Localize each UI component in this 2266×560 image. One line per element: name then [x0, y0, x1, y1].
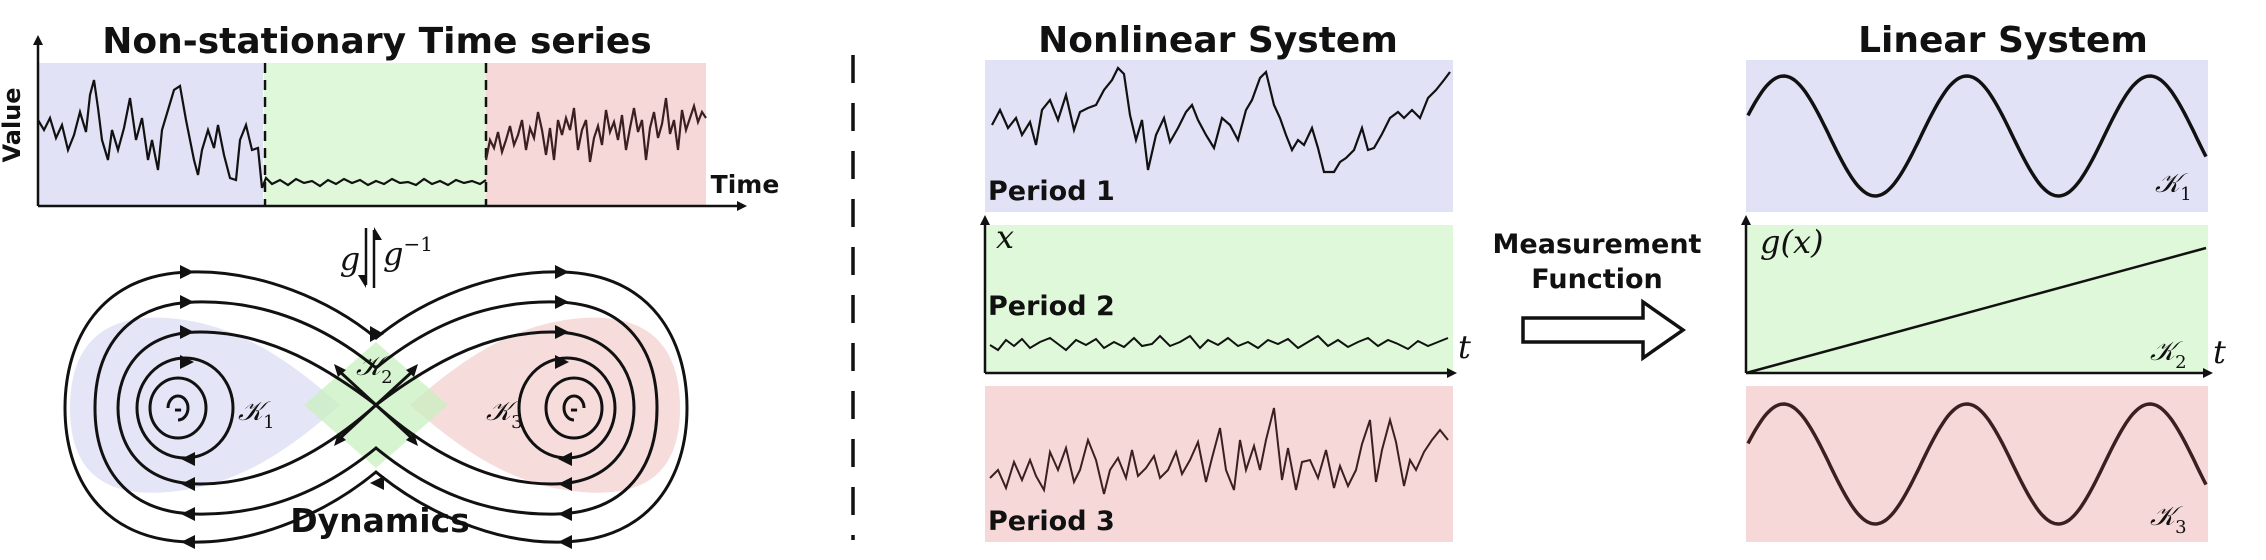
operator-1-panel — [1746, 60, 2208, 212]
x-axis-label-time: Time — [711, 170, 780, 199]
measurement-label-line1: Measurement — [1493, 229, 1702, 260]
time-series-line-period-1 — [37, 79, 264, 189]
orbit-direction-arrows — [180, 265, 572, 549]
measurement-label-line2: Function — [1531, 264, 1662, 295]
operator-label-k2: 𝒦2 — [2150, 336, 2187, 373]
period-1-panel — [985, 60, 1453, 212]
period-1-label: Period 1 — [988, 176, 1115, 207]
period-3-label: Period 3 — [988, 506, 1115, 537]
operator-3-panel — [1746, 386, 2208, 542]
inner-orbit-right-2 — [544, 376, 604, 440]
time-series-line-period-2 — [260, 176, 487, 189]
middle-panel-title: Nonlinear System — [1038, 20, 1398, 61]
blue-period-region — [38, 63, 263, 206]
right-panel-title: Linear System — [1858, 20, 2148, 61]
map-arrow-down-head — [358, 275, 366, 288]
dynamics-label: Dynamics — [290, 501, 470, 540]
green-period-region — [264, 63, 486, 206]
map-inverse-g: g−1 — [383, 232, 433, 273]
linear-series-sine-1 — [1746, 74, 2208, 198]
operator-2-panel — [1746, 225, 2208, 373]
linear-series-line-2 — [1745, 246, 2207, 375]
inner-orbit-left-2 — [148, 376, 208, 440]
map-arrow-up-head — [374, 227, 382, 240]
saddle-arrows — [334, 364, 418, 446]
linear-series-sine-3 — [1746, 402, 2208, 526]
left-panel-title: Non-stationary Time series — [102, 21, 651, 62]
y-axis-label-value: Value — [0, 87, 26, 162]
middle-t-var: t — [1458, 328, 1471, 366]
nonlinear-series-period-3 — [989, 407, 1449, 495]
nonlinear-series-period-1 — [991, 66, 1451, 174]
middle-y-var: x — [996, 218, 1014, 256]
outer-orbit — [63, 270, 689, 544]
nonlinear-series-period-2 — [989, 334, 1449, 352]
center-dot-left: - — [174, 397, 182, 421]
saddle-crossing — [336, 368, 416, 442]
second-orbit — [93, 300, 659, 516]
period-2-label: Period 2 — [988, 291, 1115, 322]
measurement-function-arrow — [1521, 298, 1687, 362]
right-t-var: t — [2213, 333, 2226, 371]
center-spiral-left — [166, 394, 190, 422]
center-dot-right: - — [570, 397, 578, 421]
map-forward-g: g — [340, 240, 360, 278]
right-y-var: g(x) — [1760, 223, 1824, 261]
center-spiral-right — [562, 394, 586, 422]
time-series-line-period-3 — [484, 97, 707, 163]
